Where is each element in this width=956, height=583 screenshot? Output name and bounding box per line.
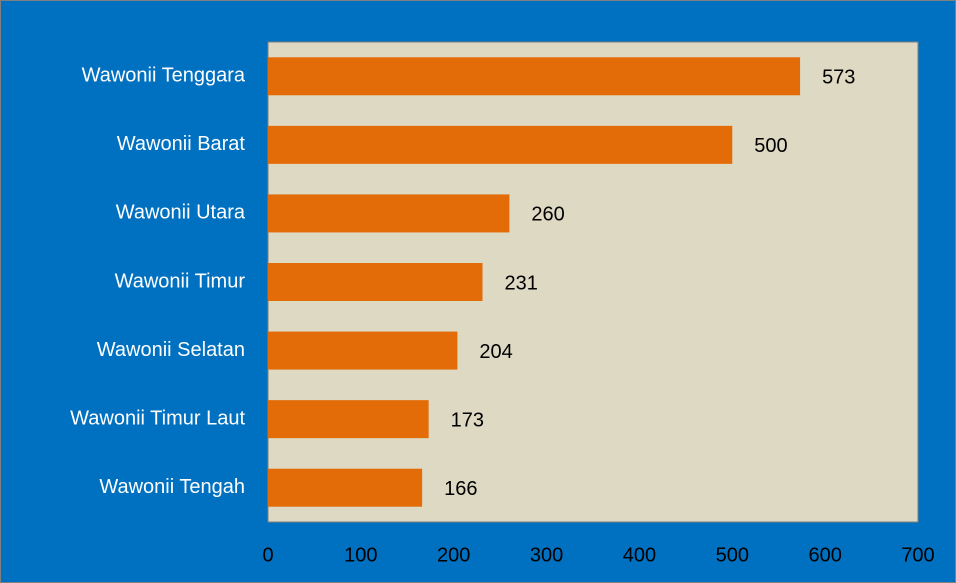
value-label: 173 xyxy=(451,409,484,431)
bar xyxy=(268,125,733,164)
value-label: 204 xyxy=(479,341,512,363)
x-tick-label: 400 xyxy=(623,544,656,566)
y-tick-label: Wawonii Barat xyxy=(117,133,246,155)
y-tick-label: Wawonii Selatan xyxy=(97,339,245,361)
y-tick-label: Wawonii Tenggara xyxy=(82,65,246,87)
value-label: 500 xyxy=(754,135,787,157)
bar xyxy=(268,468,423,507)
value-label: 231 xyxy=(505,272,538,294)
x-tick-label: 300 xyxy=(530,544,563,566)
bar xyxy=(268,57,801,96)
value-label: 573 xyxy=(822,67,855,89)
bar xyxy=(268,400,429,439)
y-tick-label: Wawonii Timur xyxy=(115,270,246,292)
y-tick-label: Wawonii Timur Laut xyxy=(70,407,245,429)
x-tick-label: 600 xyxy=(808,544,841,566)
x-tick-label: 100 xyxy=(344,544,377,566)
x-tick-label: 700 xyxy=(901,544,934,566)
y-tick-label: Wawonii Tengah xyxy=(99,476,245,498)
value-label: 260 xyxy=(531,204,564,226)
x-tick-label: 500 xyxy=(716,544,749,566)
bar xyxy=(268,263,483,301)
bar xyxy=(268,331,458,370)
y-tick-label: Wawonii Utara xyxy=(116,202,246,224)
value-label: 166 xyxy=(444,478,477,500)
x-tick-label: 0 xyxy=(262,544,273,566)
x-tick-label: 200 xyxy=(437,544,470,566)
bar xyxy=(268,194,510,233)
